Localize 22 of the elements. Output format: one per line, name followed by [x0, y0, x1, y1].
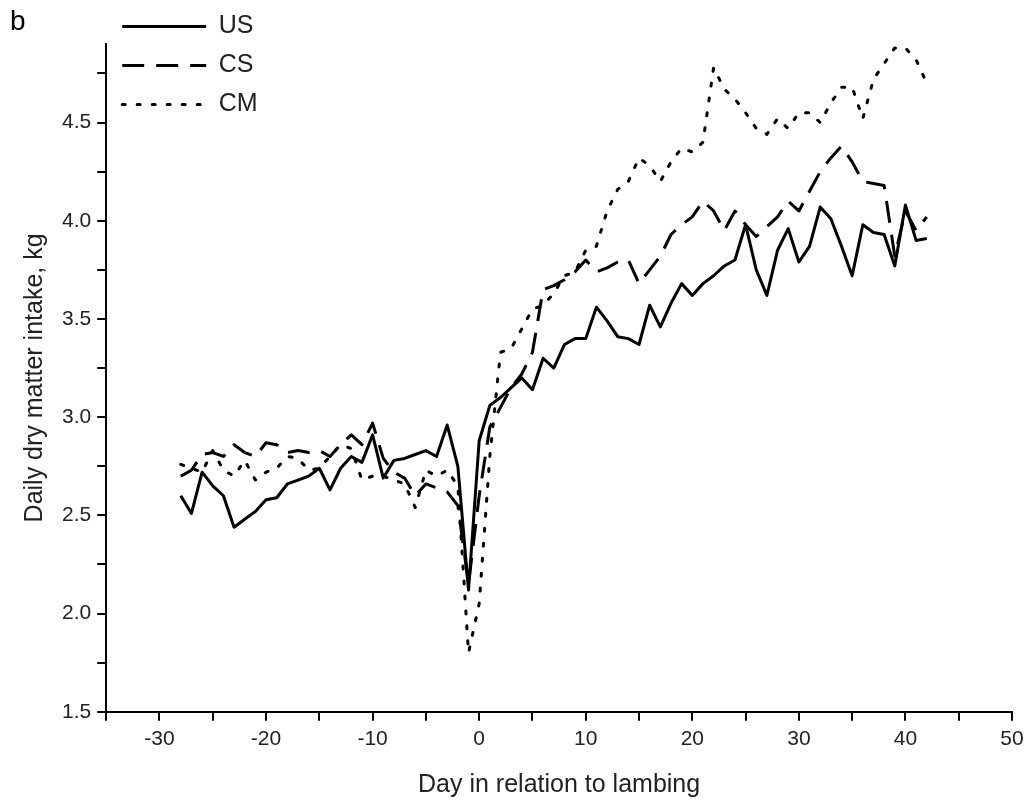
x-tick-label: -20 — [250, 726, 282, 750]
text: b — [10, 4, 26, 36]
legend-label: US — [218, 10, 254, 39]
x-tick-label: 50 — [1000, 726, 1024, 750]
x-tick-label: 0 — [473, 726, 486, 750]
x-tick-label: -10 — [357, 726, 388, 750]
y-axis-title: Daily dry matter intake, kg — [18, 233, 47, 523]
x-tick-label: 10 — [574, 726, 598, 750]
y-tick-label: 4.5 — [61, 109, 92, 133]
x-axis-title: Day in relation to lambing — [418, 768, 701, 797]
legend-label: CM — [218, 88, 258, 117]
y-tick-label: 2.5 — [61, 502, 92, 526]
y-tick-label: 4.0 — [61, 207, 92, 231]
y-tick-label: 3.5 — [61, 305, 92, 329]
x-tick-label: 20 — [680, 726, 704, 750]
y-tick-label: 1.5 — [61, 698, 92, 722]
legend-label: CS — [218, 49, 254, 78]
y-tick-label: 3.0 — [61, 403, 92, 427]
x-tick-label: 40 — [893, 726, 918, 750]
x-tick-label: -30 — [144, 726, 175, 750]
x-tick-label: 30 — [787, 726, 811, 750]
y-tick-label: 2.0 — [61, 600, 92, 624]
